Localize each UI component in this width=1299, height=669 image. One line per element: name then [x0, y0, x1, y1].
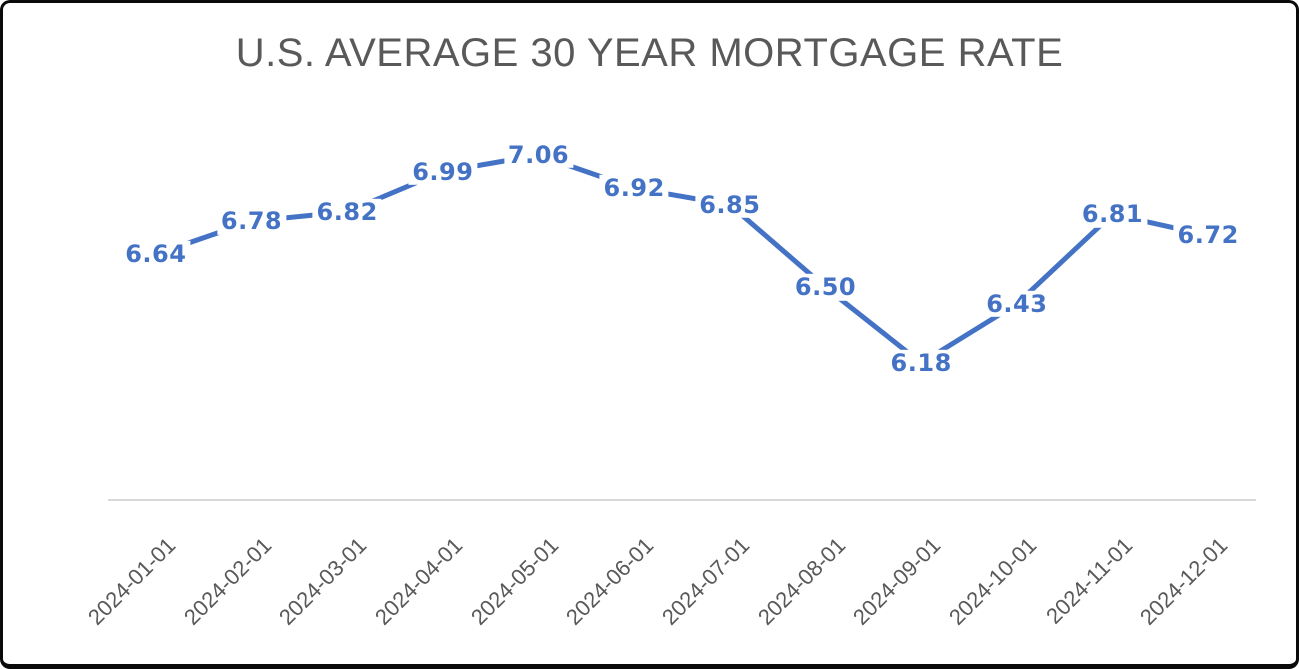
- data-label: 6.43: [982, 290, 1052, 317]
- chart-title: U.S. AVERAGE 30 YEAR MORTGAGE RATE: [235, 31, 1064, 75]
- data-label: 6.99: [408, 158, 478, 185]
- data-label: 6.78: [216, 208, 287, 234]
- data-label: 6.18: [886, 349, 956, 376]
- data-label: 6.50: [790, 274, 861, 301]
- data-label: 6.72: [1173, 222, 1243, 249]
- data-label: 6.85: [695, 191, 765, 218]
- data-label: 6.82: [312, 198, 382, 225]
- data-series-line: [153, 152, 1211, 366]
- data-label: 7.06: [503, 141, 574, 168]
- data-label: 6.92: [599, 175, 669, 201]
- data-label: 6.64: [121, 241, 191, 267]
- data-label: 6.81: [1077, 201, 1148, 227]
